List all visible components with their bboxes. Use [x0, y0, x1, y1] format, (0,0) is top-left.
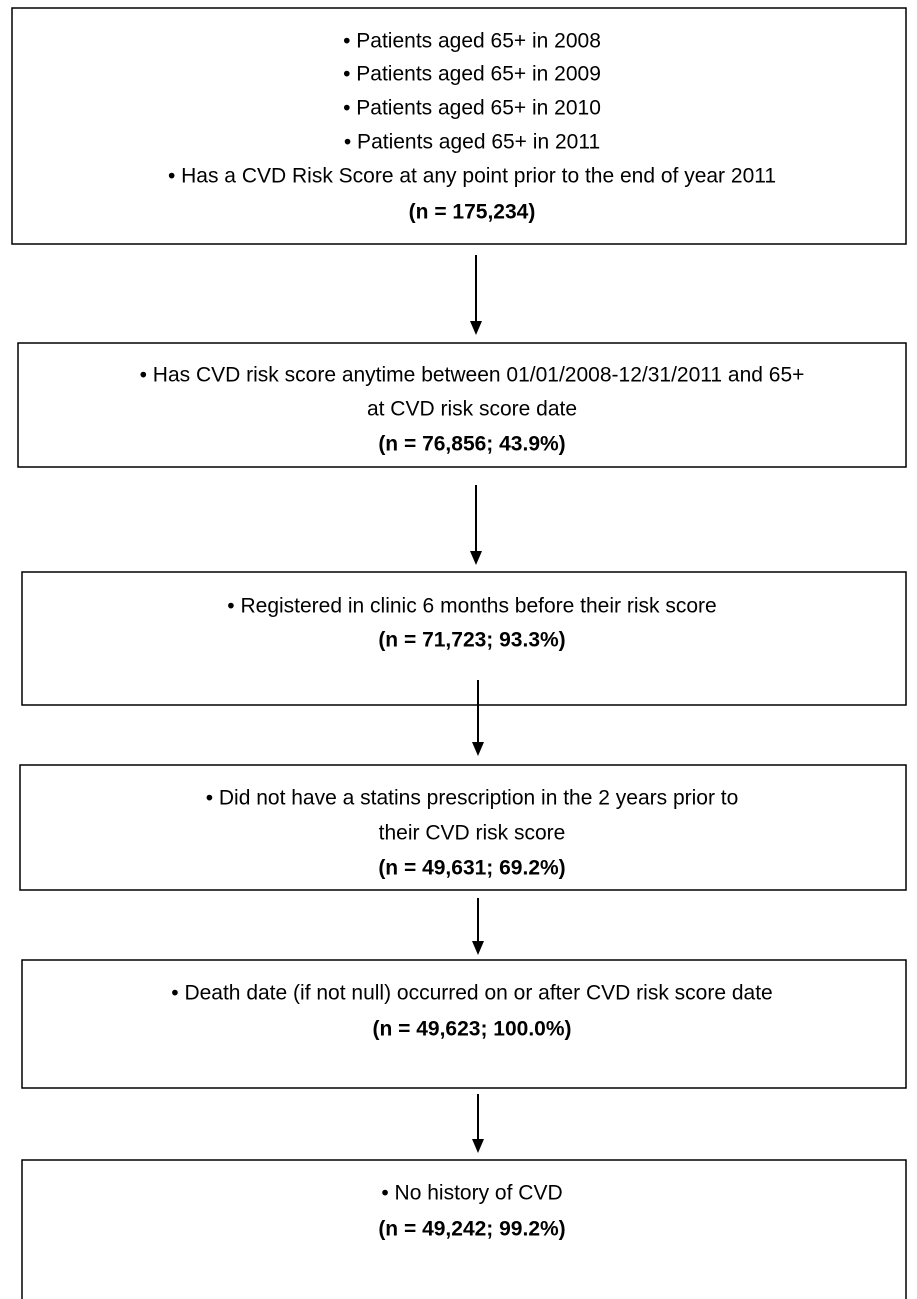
box-text: • No history of CVD: [381, 1182, 562, 1205]
box-text: • Patients aged 65+ in 2008: [343, 30, 601, 53]
box-count: (n = 71,723; 93.3%): [378, 629, 565, 652]
flow-box: [21, 959, 907, 1089]
flow-box: [17, 342, 907, 468]
box-text: • Did not have a statins prescription in…: [206, 787, 739, 810]
box-count: (n = 175,234): [409, 201, 536, 224]
arrow-head: [472, 1139, 484, 1153]
box-text: • Patients aged 65+ in 2011: [344, 131, 600, 154]
box-count: (n = 49,242; 99.2%): [378, 1218, 565, 1241]
box-text: • Has a CVD Risk Score at any point prio…: [168, 165, 776, 188]
box-text: • Registered in clinic 6 months before t…: [227, 595, 716, 618]
arrow-head: [470, 321, 482, 335]
flow-box: [11, 7, 907, 245]
box-text: their CVD risk score: [379, 822, 566, 845]
box-text: • Death date (if not null) occurred on o…: [171, 982, 772, 1005]
box-count: (n = 76,856; 43.9%): [378, 433, 565, 456]
box-text: • Patients aged 65+ in 2009: [343, 63, 601, 86]
box-count: (n = 49,631; 69.2%): [378, 857, 565, 880]
box-count: (n = 49,623; 100.0%): [372, 1018, 571, 1041]
flow-box: [21, 1159, 907, 1299]
box-text: • Patients aged 65+ in 2010: [343, 97, 601, 120]
flow-box: [19, 764, 907, 891]
arrow-head: [472, 742, 484, 756]
box-text: at CVD risk score date: [367, 398, 577, 421]
flow-box: [21, 571, 907, 706]
arrow-head: [472, 941, 484, 955]
arrow-head: [470, 551, 482, 565]
box-text: • Has CVD risk score anytime between 01/…: [140, 364, 805, 387]
